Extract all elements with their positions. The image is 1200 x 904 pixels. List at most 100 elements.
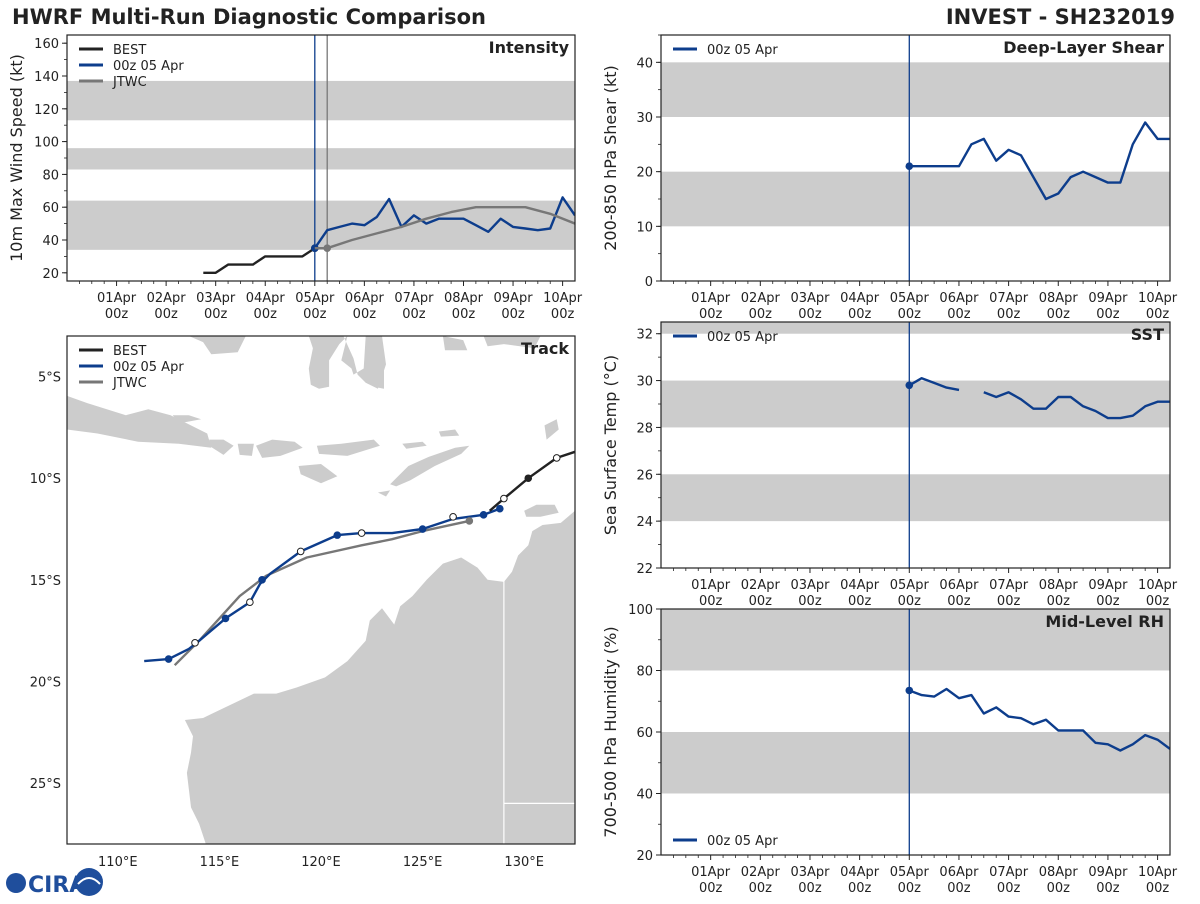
intensity-panel: 2040608010012014016001Apr00z02Apr00z03Ap… (7, 34, 583, 322)
shear-xtick-label-date: 01Apr (691, 291, 731, 306)
intensity-xtick-label-hour: 00z (204, 307, 228, 322)
shear-xtick-label-hour: 00z (1146, 307, 1170, 322)
rh-xtick-label-date: 04Apr (840, 865, 880, 880)
sst-xtick-label-hour: 00z (1146, 594, 1170, 609)
intensity-ytick-label: 120 (34, 103, 59, 118)
track-point (296, 547, 305, 556)
track-point (258, 576, 266, 584)
intensity-band (67, 148, 575, 170)
sst-xtick-label-hour: 00z (798, 594, 822, 609)
shear-series-group (905, 121, 1170, 201)
madura-island (172, 415, 202, 424)
shear-ytick-label: 40 (636, 56, 653, 71)
track-point (164, 655, 173, 663)
lombok-island (237, 443, 254, 456)
track-panel-title: Track (521, 339, 569, 358)
shear-xtick-label-date: 08Apr (1039, 291, 1079, 306)
track-point (479, 511, 488, 519)
track-point (333, 531, 342, 539)
shear-xtick-label-date: 06Apr (939, 291, 979, 306)
rh-xtick-label-date: 02Apr (741, 865, 781, 880)
track-point (465, 517, 474, 525)
track-point (496, 504, 504, 513)
track-point (418, 525, 427, 533)
sst-ytick-label: 24 (636, 515, 653, 530)
shear-xtick-label-hour: 00z (997, 307, 1021, 322)
shear-xtick-label-date: 05Apr (890, 291, 930, 306)
rh-xtick-label-hour: 00z (749, 881, 773, 896)
cira-logo: CIRA (6, 868, 103, 898)
rh-xtick-label-date: 09Apr (1088, 865, 1128, 880)
track-point (449, 513, 457, 521)
shear-xtick-label-hour: 00z (1047, 307, 1071, 322)
bali-island (209, 439, 234, 455)
rh-panel-title: Mid-Level RH (1045, 612, 1164, 631)
sst-xtick-label-date: 06Apr (939, 578, 979, 593)
intensity-ytick-label: 100 (34, 136, 59, 151)
track-point (191, 639, 199, 647)
shear-xtick-label-hour: 00z (699, 307, 723, 322)
intensity-xtick-label-hour: 00z (501, 307, 525, 322)
intensity-xtick-label-hour: 00z (551, 307, 575, 322)
rh-band (661, 609, 1170, 671)
track-point (357, 529, 366, 537)
shear-xtick-label-date: 02Apr (741, 291, 781, 306)
borneo-south-coast (188, 336, 246, 355)
sst-xtick-label-hour: 00z (848, 594, 872, 609)
intensity-legend-label: BEST (113, 43, 146, 58)
sst-xtick-label-date: 01Apr (691, 578, 731, 593)
track-line (173, 519, 470, 667)
figure-title: HWRF Multi-Run Diagnostic Comparison (12, 5, 486, 29)
sst-band (661, 380, 1170, 428)
track-point (552, 454, 561, 462)
sst-xtick-label-date: 02Apr (741, 578, 781, 593)
intensity-legend-label: 00z 05 Apr (113, 59, 184, 74)
intensity-xtick-label-hour: 00z (154, 307, 178, 322)
track-legend-label: JTWC (112, 376, 147, 391)
sst-xtick-label-date: 08Apr (1039, 578, 1079, 593)
sst-xtick-label-hour: 00z (1047, 594, 1071, 609)
intensity-ytick-label: 40 (42, 234, 59, 249)
rh-band (661, 732, 1170, 794)
intensity-series-marker (323, 244, 331, 252)
rh-xtick-label-hour: 00z (1047, 881, 1071, 896)
track-lon-label: 120°E (301, 855, 341, 870)
flores-island (316, 439, 380, 456)
rh-xtick-label-hour: 00z (1096, 881, 1120, 896)
rh-xtick-label-date: 05Apr (890, 865, 930, 880)
shear-series-line (909, 121, 1170, 201)
sst-series-marker (905, 381, 914, 390)
rh-series-group (905, 686, 1170, 752)
sst-ytick-label: 30 (636, 375, 653, 390)
track-lat-label: 20°S (30, 675, 61, 690)
sst-ytick-label: 28 (636, 421, 653, 436)
land-masses (67, 336, 575, 844)
shear-band (661, 62, 1170, 117)
track-point (524, 474, 533, 483)
intensity-xtick-label-date: 02Apr (147, 291, 187, 306)
rh-xtick-label-hour: 00z (798, 881, 822, 896)
intensity-xtick-label-hour: 00z (402, 307, 426, 322)
track-point (500, 494, 508, 503)
intensity-xtick-label-hour: 00z (254, 307, 278, 322)
sst-ytick-label: 22 (636, 562, 653, 577)
sst-xtick-label-date: 07Apr (989, 578, 1029, 593)
rh-xtick-label-date: 10Apr (1138, 865, 1178, 880)
rh-xtick-label-date: 07Apr (989, 865, 1029, 880)
rh-xtick-label-date: 08Apr (1039, 865, 1079, 880)
sst-xtick-label-hour: 00z (898, 594, 922, 609)
logo-globe-icon (6, 873, 26, 893)
sst-frame (660, 321, 1171, 569)
track-legend-label: 00z 05 Apr (113, 360, 184, 375)
rh-series-line (908, 687, 1170, 752)
rh-ytick-label: 40 (636, 788, 653, 803)
logo-seal-icon (75, 868, 103, 896)
intensity-ytick-label: 140 (34, 70, 59, 85)
shear-ytick-label: 20 (636, 166, 653, 181)
intensity-ytick-label: 60 (42, 201, 59, 216)
track-lat-label: 10°S (30, 472, 61, 487)
shear-xtick-label-hour: 00z (947, 307, 971, 322)
intensity-xtick-label-date: 01Apr (97, 291, 137, 306)
rh-ytick-label: 20 (636, 849, 653, 864)
sst-ytick-label: 26 (636, 468, 653, 483)
